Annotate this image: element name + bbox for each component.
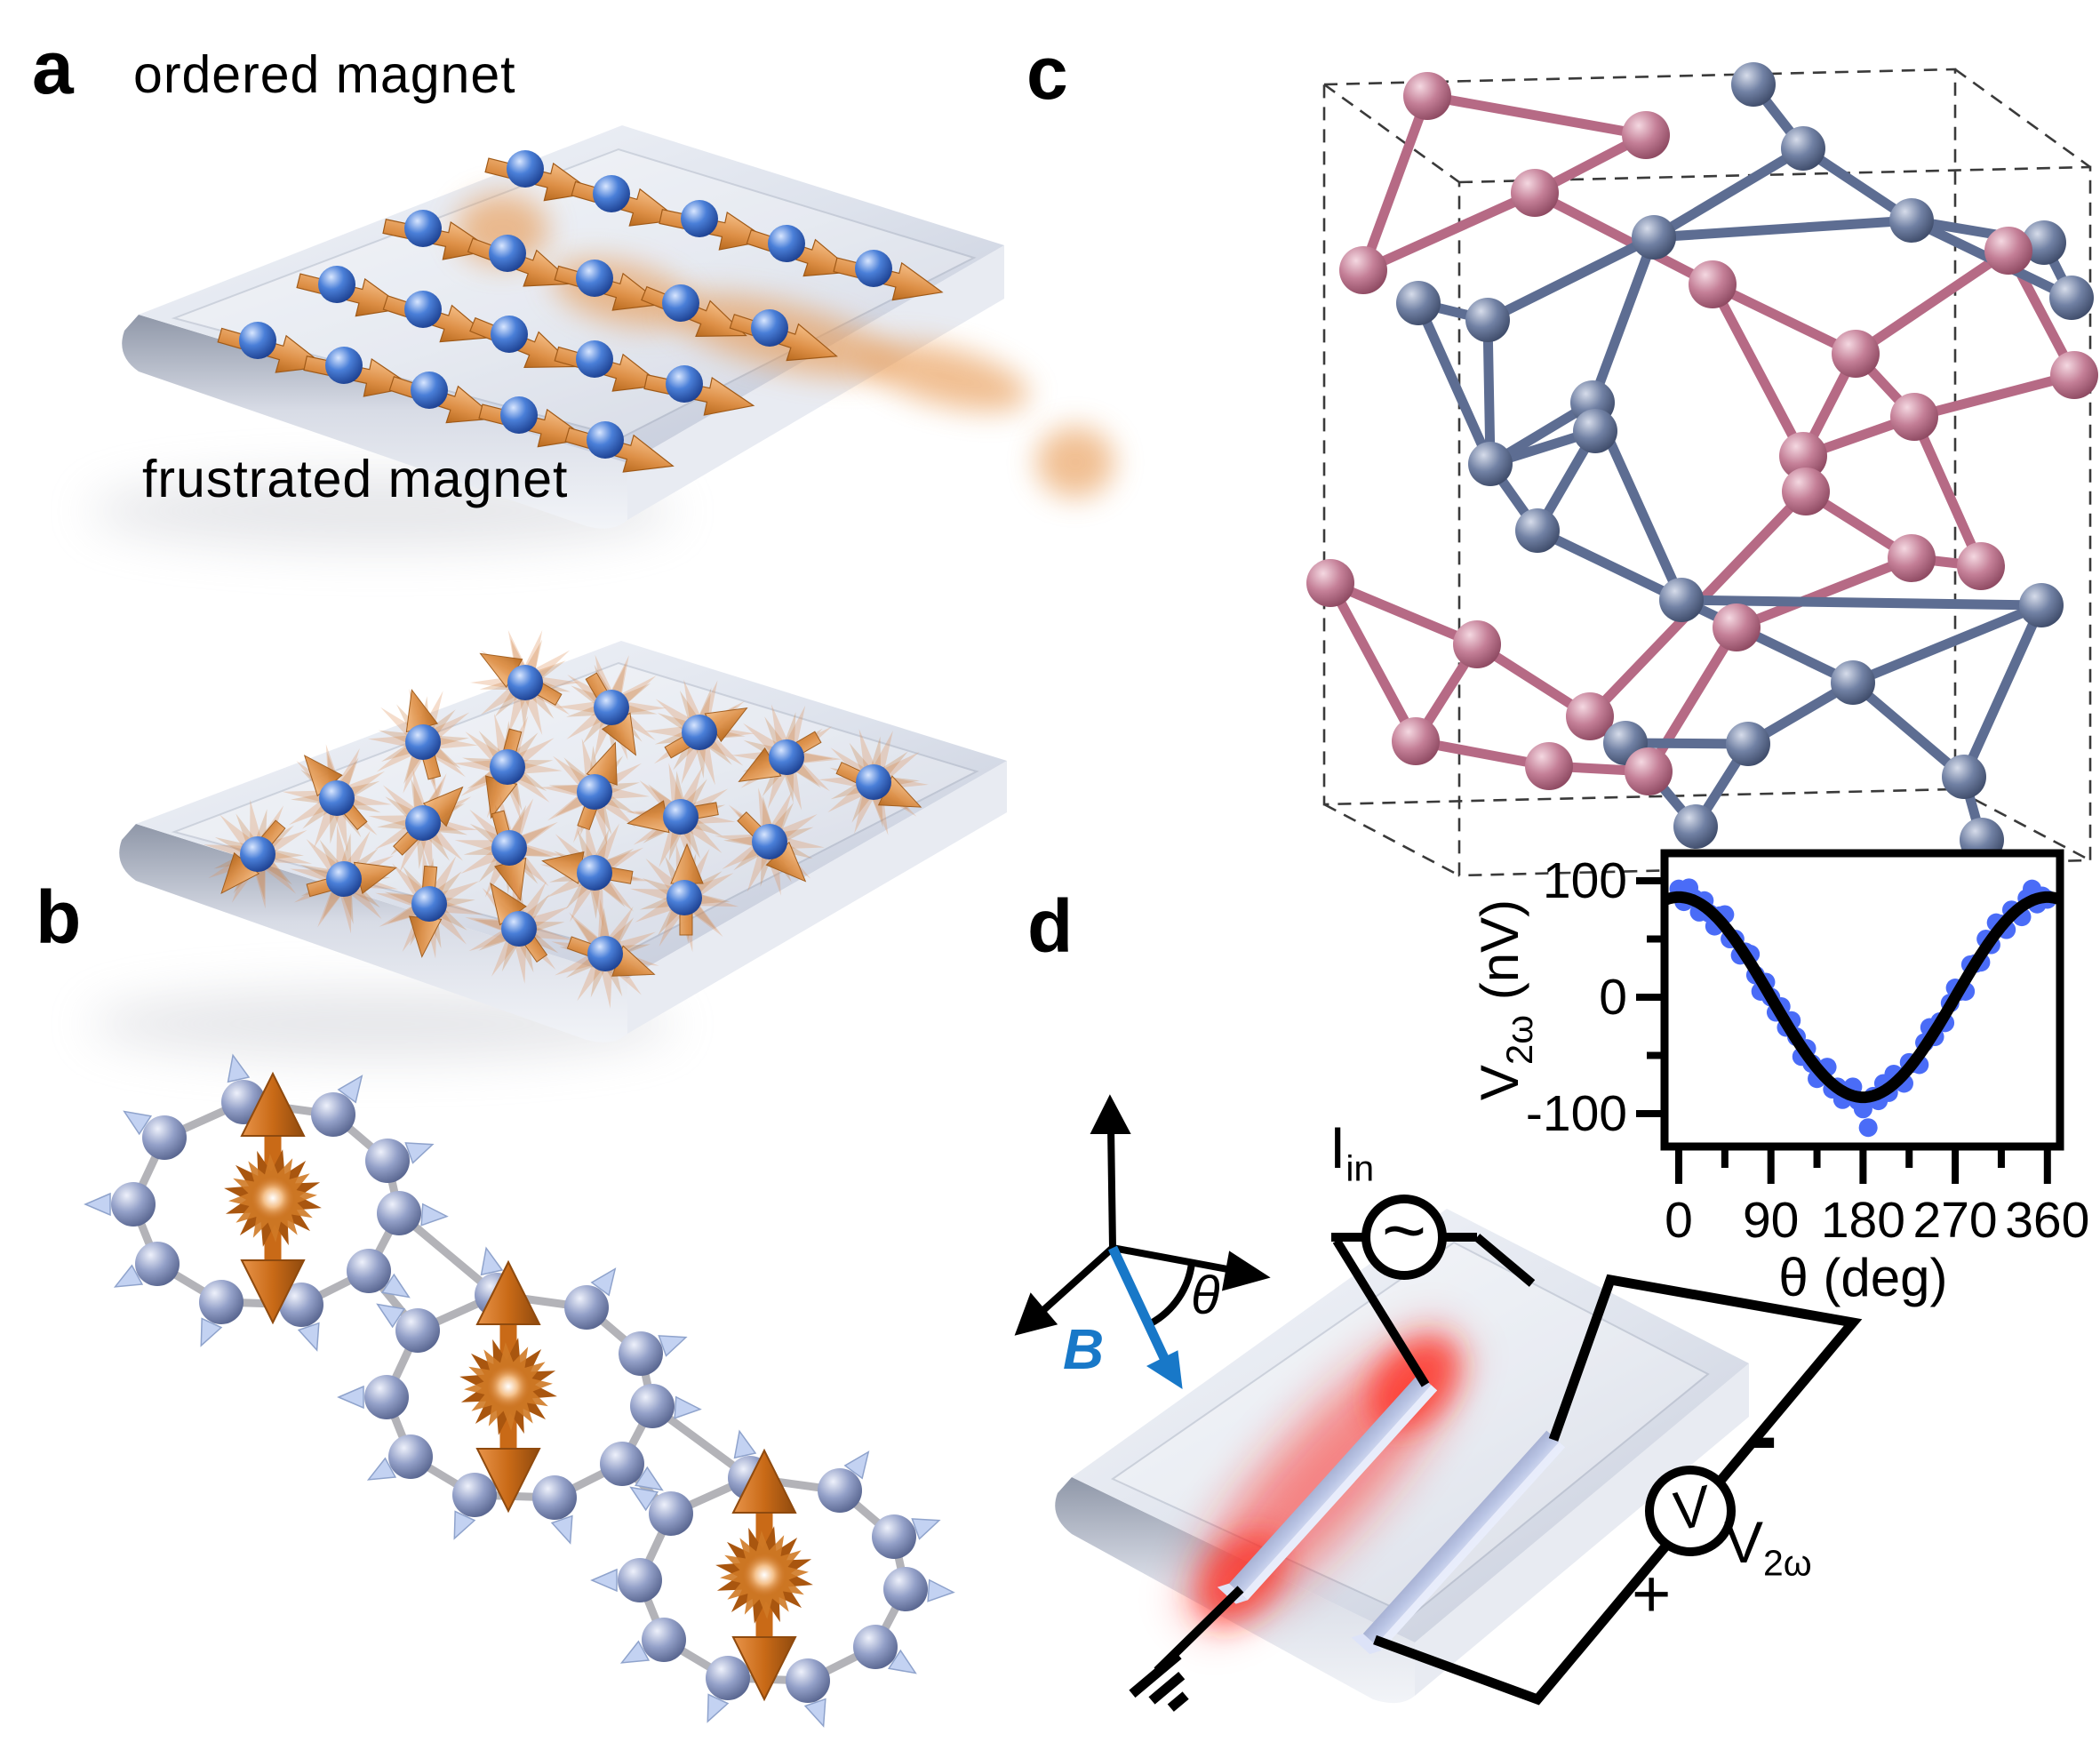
- panel-c-pyrochlore-lattice: [1306, 62, 2098, 877]
- sense-electrode: [1351, 1430, 1566, 1655]
- b-field-label: B: [1063, 1317, 1105, 1381]
- heater-electrode-with-glow: [1190, 1332, 1459, 1625]
- panel-label-a: a: [32, 26, 74, 109]
- panel-d-device-schematic: [1014, 1094, 1863, 1712]
- svg-text:0: 0: [1665, 1192, 1693, 1249]
- panel-b-ring-molecule-illustration: [84, 1053, 955, 1728]
- input-current-label: Iin: [1329, 1115, 1375, 1189]
- voltmeter-loop-wiring: [1373, 1274, 1863, 1706]
- current-source-wiring: [1154, 1233, 1536, 1674]
- svg-text:100: 100: [1543, 852, 1627, 909]
- svg-text:0: 0: [1599, 969, 1627, 1026]
- theta-label: θ: [1191, 1266, 1220, 1325]
- theta-angle-arc: [1148, 1262, 1195, 1327]
- panel-a-illustration: [89, 125, 1114, 1059]
- pink-sublattice-bonds: [1325, 91, 2080, 777]
- frustrated-magnet-title: frustrated magnet: [142, 450, 569, 508]
- svg-text:V2ω (nV): V2ω (nV): [1470, 899, 1540, 1100]
- svg-text:θ (deg): θ (deg): [1778, 1248, 1947, 1307]
- panel-label-b: b: [36, 875, 82, 959]
- ordered-spin-array: [217, 150, 944, 473]
- svg-text:90: 90: [1743, 1192, 1799, 1249]
- svg-text:-100: -100: [1526, 1085, 1627, 1142]
- ground-icon: [1129, 1650, 1189, 1712]
- second-harmonic-voltage-label: V2ω: [1724, 1509, 1812, 1584]
- svg-text:180: 180: [1821, 1192, 1905, 1249]
- plus-terminal-label: +: [1632, 1556, 1672, 1632]
- ordered-magnet-title: ordered magnet: [133, 45, 516, 104]
- panel-label-d: d: [1027, 884, 1074, 968]
- minus-terminal-label: -: [1749, 1388, 1777, 1483]
- ac-source-icon: [1361, 1195, 1447, 1280]
- lattice-atoms: [1306, 62, 2098, 862]
- panel-label-c: c: [1026, 31, 1068, 115]
- toroidal-moment-arrows: [84, 1053, 955, 1728]
- voltmeter-icon: [1645, 1466, 1736, 1556]
- ac-tilde-symbol: ~: [1381, 1188, 1427, 1275]
- b-field-arrow-icon: [1108, 1245, 1183, 1389]
- inset-chart-v2w-vs-theta: 100 0 -100 0 90 180 270 360 θ (deg) V2ω (nV): [1470, 849, 2089, 1307]
- svg-text:360: 360: [2005, 1192, 2089, 1249]
- frustrated-spin-array: [203, 630, 929, 1009]
- coordinate-axes: [1014, 1094, 1271, 1336]
- svg-text:270: 270: [1913, 1192, 1998, 1249]
